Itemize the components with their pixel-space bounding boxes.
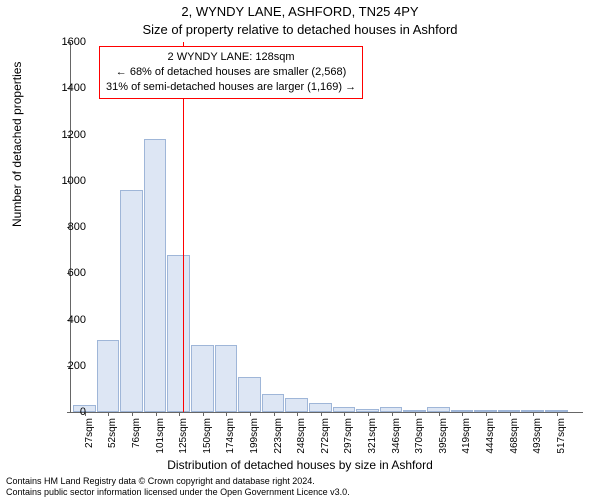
x-tick-label: 444sqm (485, 418, 496, 458)
histogram-bar (285, 398, 308, 412)
x-tick-label: 346sqm (391, 418, 402, 458)
x-tick-label: 76sqm (131, 418, 142, 458)
annotation-line-1: 2 WYNDY LANE: 128sqm (106, 50, 356, 65)
histogram-bar (191, 345, 214, 412)
annotation-box: 2 WYNDY LANE: 128sqm ← 68% of detached h… (99, 46, 363, 99)
x-tick-label: 248sqm (296, 418, 307, 458)
histogram-bar (309, 403, 332, 412)
x-tick-label: 419sqm (461, 418, 472, 458)
x-tick-label: 517sqm (556, 418, 567, 458)
x-tick-label: 321sqm (367, 418, 378, 458)
x-tick-label: 468sqm (509, 418, 520, 458)
y-tick-label: 600 (46, 268, 86, 279)
x-tick-label: 199sqm (249, 418, 260, 458)
x-axis-label: Distribution of detached houses by size … (0, 458, 600, 472)
x-tick-label: 101sqm (155, 418, 166, 458)
x-tick-label: 52sqm (107, 418, 118, 458)
histogram-bar (120, 190, 143, 412)
histogram-bar (97, 340, 120, 412)
x-tick-label: 223sqm (273, 418, 284, 458)
x-tick-label: 150sqm (202, 418, 213, 458)
x-tick-label: 272sqm (320, 418, 331, 458)
y-tick-label: 1600 (46, 37, 86, 48)
y-tick-label: 1400 (46, 83, 86, 94)
footer-line-2: Contains public sector information licen… (6, 487, 350, 498)
footer-attribution: Contains HM Land Registry data © Crown c… (6, 476, 350, 499)
x-tick-label: 370sqm (414, 418, 425, 458)
y-tick-label: 400 (46, 315, 86, 326)
x-tick-label: 297sqm (343, 418, 354, 458)
chart-title-address: 2, WYNDY LANE, ASHFORD, TN25 4PY (0, 4, 600, 19)
footer-line-1: Contains HM Land Registry data © Crown c… (6, 476, 350, 487)
histogram-bar (262, 394, 285, 413)
y-tick-label: 800 (46, 222, 86, 233)
y-tick-label: 1200 (46, 130, 86, 141)
chart-title-desc: Size of property relative to detached ho… (0, 22, 600, 37)
histogram-bar (167, 255, 190, 412)
y-tick-label: 200 (46, 361, 86, 372)
y-tick-label: 1000 (46, 176, 86, 187)
x-tick-label: 395sqm (438, 418, 449, 458)
histogram-bar (215, 345, 238, 412)
x-tick-label: 493sqm (532, 418, 543, 458)
annotation-line-2: ← 68% of detached houses are smaller (2,… (106, 65, 356, 80)
x-tick-label: 174sqm (225, 418, 236, 458)
annotation-line-3: 31% of semi-detached houses are larger (… (106, 80, 356, 95)
property-size-chart: 2, WYNDY LANE, ASHFORD, TN25 4PY Size of… (0, 0, 600, 500)
plot-area: 2 WYNDY LANE: 128sqm ← 68% of detached h… (70, 42, 583, 413)
histogram-bar (238, 377, 261, 412)
x-tick-label: 125sqm (178, 418, 189, 458)
y-tick-label: 0 (46, 407, 86, 418)
histogram-bar (144, 139, 167, 412)
x-tick-label: 27sqm (84, 418, 95, 458)
y-axis-label: Number of detached properties (10, 62, 24, 227)
